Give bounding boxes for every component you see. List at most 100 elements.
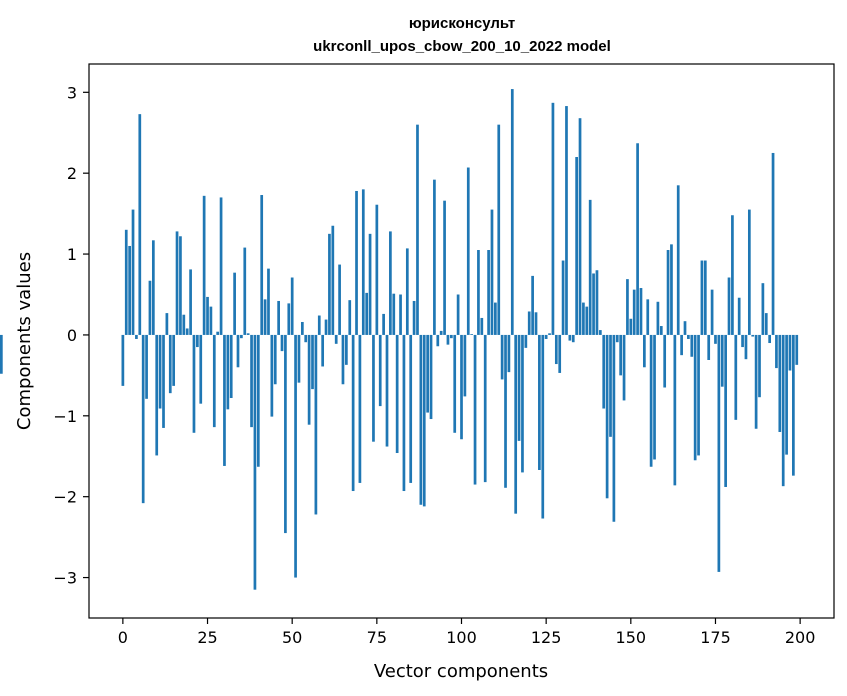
bar-97	[449, 334, 453, 339]
bar-167	[687, 334, 690, 339]
bar-131	[565, 106, 568, 335]
bar-24	[202, 195, 206, 335]
bar-61	[328, 233, 331, 335]
bar-45	[273, 334, 277, 385]
bar-19	[185, 328, 189, 335]
bar-75	[375, 204, 379, 335]
bar-108	[487, 250, 490, 335]
x-tick-label: 200	[785, 628, 816, 647]
y-axis-ticks: −3 −2 −1 0 1 2 3	[53, 83, 89, 588]
bar-152	[636, 143, 639, 335]
bar-50	[290, 277, 294, 335]
bar-195	[781, 334, 785, 487]
bar-163	[673, 334, 677, 486]
bar-51	[294, 334, 297, 578]
bar-40	[256, 334, 260, 467]
bar-185	[747, 209, 751, 335]
bar-116	[514, 334, 518, 514]
bar-93	[436, 334, 440, 347]
bar-77	[382, 313, 385, 335]
bar-139	[592, 273, 595, 335]
bar-112	[500, 334, 504, 380]
bar-43	[267, 268, 270, 335]
bar-59	[321, 334, 325, 367]
bar-30	[223, 334, 226, 466]
bar-31	[226, 334, 230, 410]
bar-undefined	[0, 334, 3, 374]
x-tick-label: 100	[446, 628, 477, 647]
bar-109	[490, 209, 494, 335]
bar-12	[162, 334, 165, 428]
bar-115	[510, 89, 514, 335]
bar-130	[561, 260, 565, 335]
y-tick-label: −2	[53, 488, 77, 507]
bar-53	[300, 321, 304, 335]
bar-165	[680, 334, 683, 356]
bar-143	[605, 334, 609, 499]
bar-137	[585, 306, 589, 335]
bar-90	[426, 334, 429, 413]
bar-183	[741, 334, 744, 348]
bar-154	[643, 334, 646, 368]
chart-subtitle: ukrconll_upos_cbow_200_10_2022 model	[313, 38, 611, 55]
bar-55	[307, 334, 311, 425]
bar-7	[145, 334, 148, 399]
bar-49	[287, 303, 291, 335]
y-tick-label: 2	[67, 164, 77, 183]
bar-148	[622, 334, 626, 401]
bar-67	[348, 300, 352, 335]
y-tick-label: 3	[67, 83, 77, 102]
bar-79	[389, 231, 392, 335]
bar-63	[334, 334, 338, 344]
x-tick-label: 75	[367, 628, 387, 647]
bar-23	[199, 334, 203, 404]
bar-87	[416, 124, 419, 335]
bar-124	[541, 334, 545, 519]
bar-186	[751, 334, 755, 337]
bar-153	[639, 288, 643, 335]
bar-22	[196, 334, 199, 348]
bar-18	[182, 314, 186, 335]
bar-71	[361, 189, 365, 335]
bar-62	[331, 225, 335, 335]
bar-95	[443, 200, 446, 335]
bar-88	[419, 334, 423, 505]
bar-166	[683, 321, 687, 335]
bar-57	[314, 334, 318, 515]
bar-44	[270, 334, 274, 417]
bar-28	[216, 331, 220, 335]
bar-157	[653, 334, 656, 460]
bar-85	[409, 334, 413, 483]
bar-83	[402, 334, 406, 492]
bar-196	[785, 334, 788, 455]
bar-42	[263, 299, 267, 335]
bar-175	[714, 334, 717, 344]
bar-54	[304, 334, 308, 343]
bar-144	[609, 334, 612, 437]
bar-82	[399, 294, 402, 335]
bar-161	[666, 250, 670, 335]
bar-133	[571, 334, 575, 343]
bar-147	[619, 334, 623, 376]
bar-145	[612, 334, 616, 522]
bar-92	[433, 179, 436, 335]
bar-177	[720, 334, 724, 387]
bar-29	[219, 197, 223, 335]
bar-178	[724, 334, 727, 487]
bar-9	[151, 240, 155, 335]
bar-60	[324, 319, 328, 335]
bar-16	[175, 231, 179, 335]
bar-13	[165, 313, 169, 335]
bar-158	[656, 301, 660, 335]
bar-91	[429, 334, 433, 420]
bar-180	[731, 215, 734, 335]
bar-5	[138, 114, 142, 335]
bar-199	[795, 334, 799, 365]
x-tick-label: 150	[616, 628, 647, 647]
bar-64	[338, 264, 341, 335]
bar-105	[477, 250, 480, 335]
bar-187	[754, 334, 758, 429]
bar-86	[412, 300, 416, 335]
bar-168	[690, 334, 694, 357]
bar-52	[297, 334, 301, 383]
